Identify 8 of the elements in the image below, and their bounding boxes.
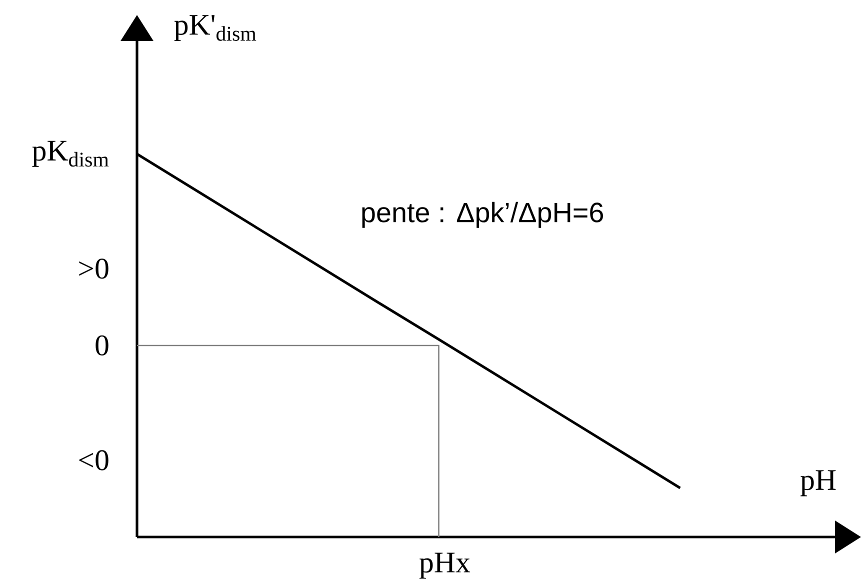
text: pHx — [419, 552, 470, 579]
annotation: <0 — [79, 450, 108, 470]
x-axis-title: pH — [800, 470, 836, 496]
annotation: 0 — [96, 335, 108, 356]
annotation: pente : Δpk’/ΔpH=6 — [362, 202, 603, 228]
annotation: >0 — [79, 258, 108, 279]
annotation: pK$_{dism}$ — [32, 140, 109, 167]
y-axis-title: pK'$_{dism}$ — [174, 15, 256, 42]
